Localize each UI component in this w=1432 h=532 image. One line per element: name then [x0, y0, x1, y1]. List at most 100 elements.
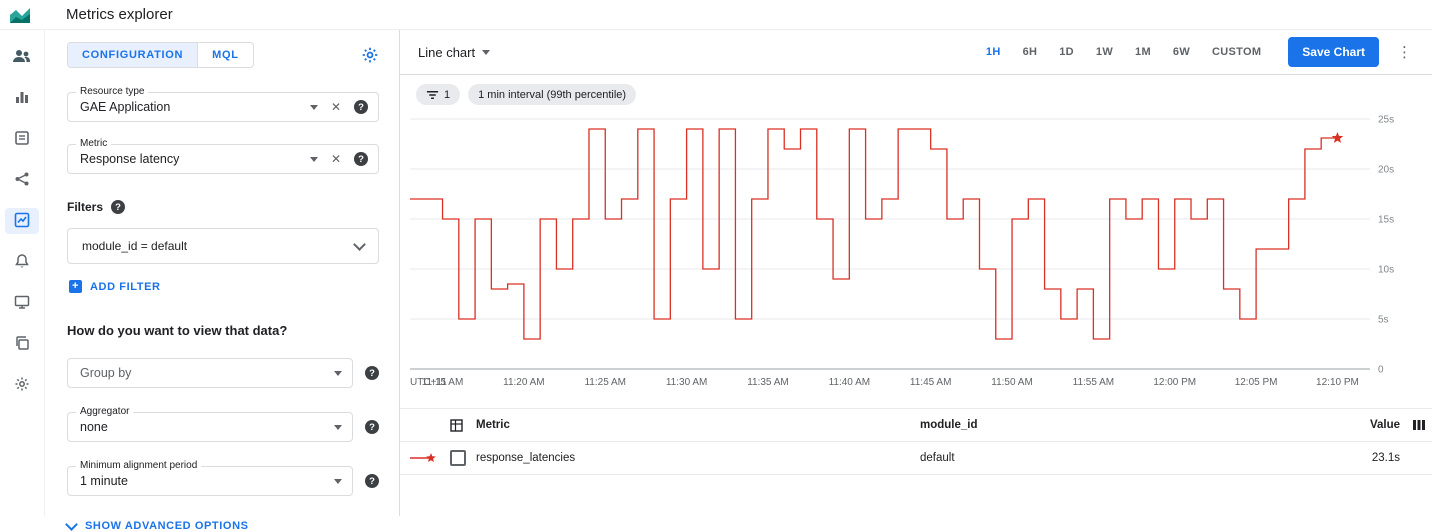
nav-monitoring-overview[interactable]: [5, 44, 39, 70]
nav-uptime-checks[interactable]: [5, 290, 39, 316]
help-icon[interactable]: ?: [354, 152, 368, 166]
show-advanced-options-button[interactable]: SHOW ADVANCED OPTIONS: [65, 517, 379, 532]
dropdown-arrow-icon[interactable]: [334, 370, 342, 376]
columns-icon[interactable]: [1400, 419, 1426, 431]
app-logo-icon: [8, 5, 32, 25]
row-checkbox[interactable]: [450, 450, 466, 466]
tab-configuration[interactable]: CONFIGURATION: [68, 43, 198, 67]
range-button-6w[interactable]: 6W: [1162, 38, 1201, 66]
nav-settings[interactable]: [5, 372, 39, 398]
svg-text:11:50 AM: 11:50 AM: [991, 377, 1033, 388]
clear-icon[interactable]: ✕: [330, 152, 341, 166]
col-header-value[interactable]: Value: [1369, 419, 1400, 431]
svg-text:11:55 AM: 11:55 AM: [1073, 377, 1115, 388]
filter-count-chip[interactable]: 1: [416, 84, 461, 105]
filter-count-label: 1: [444, 88, 451, 101]
clear-icon[interactable]: ✕: [330, 100, 341, 114]
add-filter-button[interactable]: + ADD FILTER: [69, 280, 379, 293]
alignment-period-value: 1 minute: [80, 474, 128, 488]
more-options-icon[interactable]: ⋮: [1397, 44, 1412, 61]
help-icon[interactable]: ?: [365, 474, 379, 488]
svg-text:UTC+11: UTC+11: [410, 377, 447, 388]
nav-groups[interactable]: [5, 331, 39, 357]
people-icon: [12, 48, 32, 67]
nav-services[interactable]: [5, 126, 39, 152]
nav-dashboards[interactable]: [5, 85, 39, 111]
bar-chart-icon: [14, 89, 30, 108]
col-header-metric[interactable]: Metric: [476, 419, 510, 431]
advanced-options-label: SHOW ADVANCED OPTIONS: [85, 520, 249, 532]
range-button-1m[interactable]: 1M: [1124, 38, 1162, 66]
tab-mql[interactable]: MQL: [197, 43, 253, 67]
metric-value: Response latency: [80, 152, 180, 166]
resource-type-field[interactable]: Resource type GAE Application ✕ ?: [67, 86, 379, 122]
resource-type-label: Resource type: [76, 86, 149, 97]
svg-text:11:20 AM: 11:20 AM: [503, 377, 545, 388]
interval-chip[interactable]: 1 min interval (99th percentile): [468, 84, 637, 105]
nav-alerting[interactable]: [5, 249, 39, 275]
nav-integrations[interactable]: [5, 167, 39, 193]
chevron-down-icon: [65, 517, 78, 531]
module-id-cell: default: [920, 452, 955, 464]
aggregator-field[interactable]: Aggregator none: [67, 406, 353, 442]
svg-text:11:15 AM: 11:15 AM: [422, 377, 464, 388]
metric-field[interactable]: Metric Response latency ✕ ?: [67, 138, 379, 174]
chart-type-dropdown[interactable]: Line chart: [418, 45, 491, 60]
page-title: Metrics explorer: [66, 6, 173, 23]
value-cell: 23.1s: [1371, 452, 1400, 464]
filter-list-icon: [426, 90, 439, 100]
table-row[interactable]: response_latencies default 23.1s: [400, 442, 1432, 475]
table-header-row: Metric module_id Value: [400, 409, 1432, 442]
svg-text:11:30 AM: 11:30 AM: [666, 377, 708, 388]
col-header-module-id[interactable]: module_id: [920, 419, 978, 431]
svg-text:10s: 10s: [1378, 265, 1394, 276]
view-data-question: How do you want to view that data?: [67, 323, 288, 338]
chart-panel: Line chart 1H 6H 1D 1W 1M 6W CUSTOM Save Chart…: [400, 30, 1432, 516]
help-icon[interactable]: ?: [354, 100, 368, 114]
svg-text:12:05 PM: 12:05 PM: [1235, 377, 1278, 388]
svg-text:11:25 AM: 11:25 AM: [584, 377, 626, 388]
config-tab-group: CONFIGURATION MQL: [67, 42, 254, 68]
group-by-placeholder: Group by: [80, 366, 132, 380]
dropdown-arrow-icon[interactable]: [334, 424, 342, 430]
chart-area: 25s 20s 15s 10s 5s 0 UTC+11 11:15 AM 11:20 AM 11:…: [400, 107, 1432, 398]
range-button-6h[interactable]: 6H: [1012, 38, 1049, 66]
range-button-custom[interactable]: CUSTOM: [1201, 38, 1272, 66]
help-icon[interactable]: ?: [365, 366, 379, 380]
alignment-period-label: Minimum alignment period: [76, 460, 202, 471]
monitor-icon: [14, 294, 30, 313]
svg-text:11:35 AM: 11:35 AM: [747, 377, 789, 388]
range-button-1w[interactable]: 1W: [1085, 38, 1124, 66]
range-button-1d[interactable]: 1D: [1048, 38, 1085, 66]
help-icon[interactable]: ?: [111, 200, 126, 214]
dropdown-arrow-icon: [482, 49, 491, 55]
line-chart-icon: [14, 212, 30, 231]
svg-text:5s: 5s: [1378, 315, 1389, 326]
panel-settings-gear-icon[interactable]: [361, 46, 379, 64]
dropdown-arrow-icon[interactable]: [334, 478, 342, 484]
series-legend-icon: [410, 452, 450, 464]
alignment-period-field[interactable]: Minimum alignment period 1 minute: [67, 460, 353, 496]
nav-metrics-explorer[interactable]: [5, 208, 39, 234]
range-button-1h[interactable]: 1H: [975, 38, 1012, 66]
dropdown-arrow-icon[interactable]: [309, 104, 318, 110]
save-chart-button[interactable]: Save Chart: [1288, 37, 1379, 67]
help-icon[interactable]: ?: [365, 420, 379, 434]
gear-icon: [14, 376, 30, 395]
svg-text:12:10 PM: 12:10 PM: [1316, 377, 1359, 388]
legend-table-icon[interactable]: [450, 418, 476, 432]
metrics-table-body: response_latencies default 23.1s: [400, 442, 1432, 475]
metric-label: Metric: [76, 138, 112, 149]
metric-name-cell: response_latencies: [476, 452, 576, 464]
add-box-icon: +: [69, 280, 82, 293]
bell-icon: [14, 253, 30, 272]
share-icon: [14, 171, 30, 190]
metrics-table: Metric module_id Value response_latencie…: [400, 408, 1432, 475]
dropdown-arrow-icon[interactable]: [309, 156, 318, 162]
group-by-field[interactable]: Group by: [67, 358, 353, 388]
svg-text:12:00 PM: 12:00 PM: [1153, 377, 1196, 388]
filter-chip[interactable]: module_id = default: [67, 228, 379, 264]
svg-text:15s: 15s: [1378, 215, 1394, 226]
resource-type-value: GAE Application: [80, 100, 171, 114]
